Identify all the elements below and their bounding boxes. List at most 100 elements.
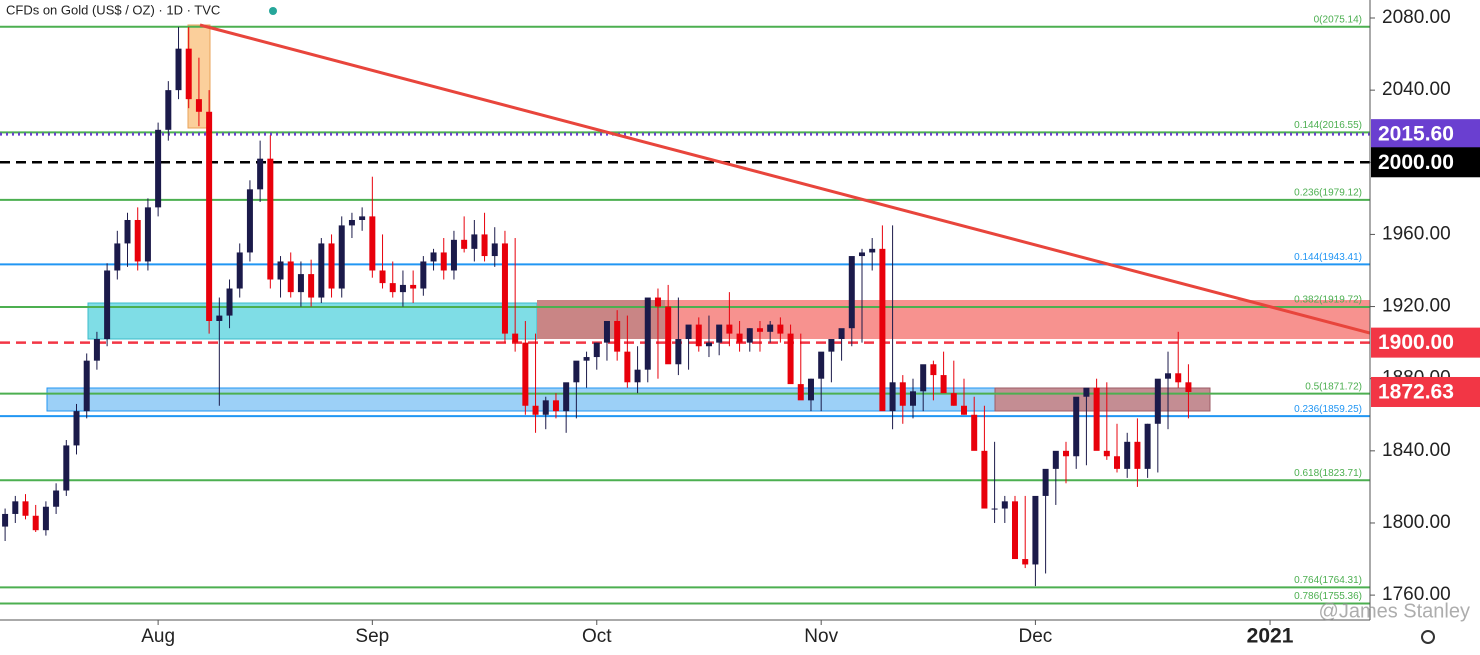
fib-label: 0.786(1755.36) [1294,591,1362,602]
candle-body [1185,382,1192,392]
fib-label: 0.764(1764.31) [1294,575,1362,586]
candle-body [869,248,876,253]
fib-label: 0.144(1943.41) [1294,252,1362,263]
candle-body [2,513,9,527]
y-tick-label: 2080.00 [1382,7,1451,28]
price-tag [1371,119,1480,150]
candle-body [104,270,111,340]
candle-body [369,216,376,271]
candle-body [716,324,723,343]
candle-body [1154,378,1161,424]
candle-body [53,490,60,507]
candle-body [338,225,345,289]
settings-icon[interactable] [1421,630,1435,644]
candle-body [756,328,763,332]
support-zone [87,302,538,340]
candle-body [83,360,90,412]
candle-body [246,189,253,253]
candle-body [675,339,682,365]
candle-body [297,274,304,293]
candle-body [1175,373,1182,383]
candle-body [124,219,131,244]
x-tick-label: 2021 [1247,625,1294,648]
price-tag [1371,147,1480,178]
candle-body [420,261,427,289]
price-tag-label: 1872.63 [1378,381,1454,404]
candle-body [797,384,804,401]
watermark: @James Stanley [1319,600,1470,622]
candle-body [1063,450,1070,457]
candle-body [1165,373,1172,379]
candle-body [461,239,468,249]
candle-body [573,360,580,383]
candle-body [705,342,712,347]
candle-body [491,243,498,257]
candle-body [440,252,447,271]
candle-body [1073,396,1080,457]
y-tick-label: 1800.00 [1382,512,1451,533]
candle-body [807,378,814,401]
candle-body [777,324,784,334]
y-tick-label: 2040.00 [1382,79,1451,100]
candle-body [1042,468,1049,496]
candle-body [593,342,600,358]
candle-body [257,158,264,190]
candle-body [236,252,243,289]
candle-body [920,364,927,392]
x-tick-label: Oct [582,626,612,647]
candle-body [12,501,19,514]
x-tick-label: Nov [804,626,838,647]
candle-body [471,234,478,249]
candle-body [971,414,978,451]
candle-body [981,450,988,509]
candle-body [624,351,631,383]
candle-body [114,243,121,271]
candle-body [216,315,223,321]
price-tag [1371,376,1480,407]
candle-body [389,283,396,293]
candle-body [308,274,315,298]
candle-body [165,90,172,130]
candle-body [563,382,570,412]
candle-body [603,320,610,343]
fib-label: 0.236(1979.12) [1294,188,1362,199]
candle-body [889,382,896,412]
fib-label: 0.5(1871.72) [1305,381,1362,392]
candle-body [644,297,651,370]
fib-label: 0(2075.14) [1314,14,1362,25]
candle-body [42,506,49,531]
candle-body [767,324,774,332]
candle-body [379,270,386,284]
fib-label: 0.618(1823.71) [1294,468,1362,479]
price-tag-label: 2015.60 [1378,123,1454,146]
y-tick-label: 1760.00 [1382,584,1451,605]
candle-body [63,445,70,491]
candle-body [155,129,162,208]
candle-body [838,328,845,340]
candle-body [787,333,794,385]
candle-body [899,382,906,406]
candle-body [348,219,355,226]
candle-body [1144,423,1151,469]
candle-body [614,320,621,352]
candle-body [185,48,192,100]
candle-body [848,256,855,329]
candle-body [318,243,325,298]
candle-body [665,306,672,365]
candle-body [22,501,29,516]
candle-body [450,239,457,271]
candle-body [399,284,406,293]
candle-body [359,216,366,220]
overlap-zone [994,387,1211,412]
x-tick-label: Aug [141,626,175,647]
candle-body [195,99,202,112]
candle-body [746,328,753,343]
candle-body [277,261,284,280]
price-tag [1371,327,1480,358]
candle-body [206,111,213,321]
status-dot [269,7,277,15]
candle-body [93,339,100,361]
price-axis [1370,0,1480,655]
candle-body [1032,495,1039,565]
chart-title: CFDs on Gold (US$ / OZ) · 1D · TVC [6,2,220,17]
